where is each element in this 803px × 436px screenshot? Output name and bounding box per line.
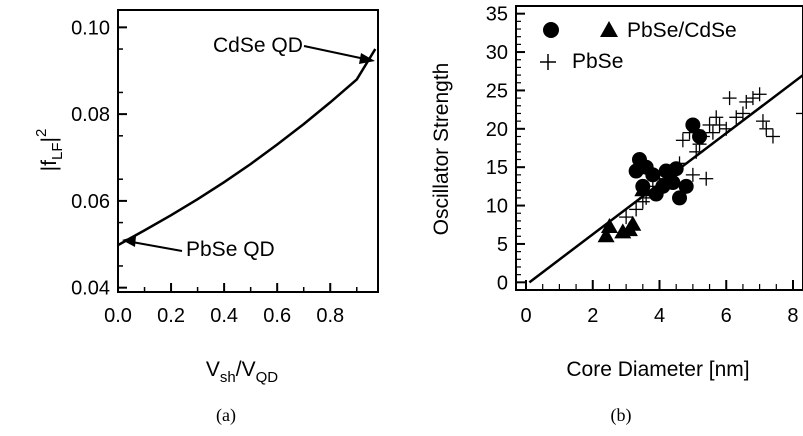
data-point-plus (645, 179, 660, 194)
panel-b-ytick-label: 10 (486, 196, 508, 218)
data-point-circle (678, 178, 694, 194)
data-point-plus (755, 114, 770, 129)
panel-b-ticks: 0 5 10 15 20 25 30 35 0 2 4 6 8 (486, 4, 799, 327)
legend-triangle-marker (600, 21, 618, 37)
legend-label-pbse-cdse: PbSe/CdSe (627, 19, 737, 42)
data-point-plus (719, 121, 734, 136)
panel-a-ytick-label: 0.04 (71, 278, 110, 300)
data-point-plus (752, 87, 767, 102)
panel-a-ylabel: |fLF|2 (33, 129, 66, 172)
panel-a-ytick-label: 0.10 (71, 17, 110, 39)
panel-b-caption: (b) (611, 405, 632, 426)
data-point-plus (652, 171, 667, 186)
panel-a-caption: (a) (216, 405, 236, 426)
panel-b-xtick-label: 0 (520, 305, 531, 327)
annotation-pbse-arrowhead (122, 236, 136, 247)
panel-b-ylabel: Oscillator Strength (430, 63, 453, 236)
panel-a-xtick-label: 0.2 (157, 305, 185, 327)
panel-b-ytick-label: 5 (497, 234, 508, 256)
panel-a-xtick-label: 0.0 (104, 305, 132, 327)
data-point-plus (672, 156, 687, 171)
annotation-cdse: CdSe QD (213, 34, 303, 57)
data-point-plus (695, 129, 710, 144)
data-point-plus (685, 167, 700, 182)
panel-b-ytick-label: 35 (486, 4, 508, 26)
data-point-plus (682, 125, 697, 140)
panel-b-legend: PbSe/CdSe PbSe (540, 19, 737, 73)
panel-b: 0 5 10 15 20 25 30 35 0 2 4 6 8 PbSe/CdSe PbSe Oscil… (430, 4, 803, 426)
data-point-plus (712, 117, 727, 132)
data-point-circle (672, 190, 688, 206)
panel-a-ytick-label: 0.08 (71, 104, 110, 126)
panel-a-ytick-label: 0.06 (71, 191, 110, 213)
data-point-plus (735, 106, 750, 121)
panel-a-xlabel: Vsh/VQD (206, 358, 278, 386)
panel-b-ytick-label: 0 (497, 272, 508, 294)
data-point-plus (635, 194, 650, 209)
data-point-plus (675, 133, 690, 148)
panel-a-frame (117, 9, 379, 293)
annotation-cdse-arrow (303, 45, 366, 60)
data-point-triangle (597, 227, 615, 243)
data-point-plus (619, 210, 634, 225)
data-point-triangle (600, 218, 618, 234)
panel-b-xlabel: Core Diameter [nm] (566, 358, 749, 381)
data-point-plus (659, 167, 674, 182)
annotation-pbse: PbSe QD (186, 238, 275, 261)
data-point-plus (699, 171, 714, 186)
data-point-plus (689, 144, 704, 159)
data-point-triangle (624, 215, 642, 231)
panel-b-ytick-label: 20 (486, 119, 508, 141)
panel-b-points (597, 87, 803, 243)
data-point-plus (729, 110, 744, 125)
panel-a-xtick-label: 0.8 (316, 305, 344, 327)
panel-b-ytick-label: 30 (486, 42, 508, 64)
data-point-plus (629, 202, 644, 217)
data-point-triangle (634, 181, 652, 197)
legend-label-pbse: PbSe (572, 50, 623, 73)
data-point-plus (639, 190, 654, 205)
data-point-plus (722, 91, 737, 106)
annotation-cdse-arrowhead (359, 53, 375, 64)
data-point-plus (759, 121, 774, 136)
panel-b-xtick-label: 8 (787, 305, 798, 327)
panel-a-xtick-label: 0.6 (263, 305, 291, 327)
panel-b-ytick-label: 15 (486, 157, 508, 179)
data-point-plus (745, 91, 760, 106)
panel-b-xtick-label: 6 (721, 305, 732, 327)
data-point-plus (692, 137, 707, 152)
panel-b-xtick-label: 4 (654, 305, 665, 327)
data-point-plus (709, 110, 724, 125)
data-point-plus (705, 125, 720, 140)
data-point-plus (739, 94, 754, 109)
legend-circle-marker (543, 22, 559, 38)
panel-b-ytick-label: 25 (486, 80, 508, 102)
annotation-pbse-arrow (131, 241, 183, 252)
legend-plus-marker (540, 54, 556, 70)
data-point-plus (765, 129, 780, 144)
panel-a-ticks: 0.04 0.06 0.08 0.10 0.0 0.2 0.4 0.6 0.8 (71, 17, 358, 327)
panel-a-xtick-label: 0.4 (210, 305, 238, 327)
data-point-circle (665, 175, 681, 191)
panel-b-frame (515, 5, 803, 291)
data-point-plus (665, 164, 680, 179)
data-point-plus (796, 106, 803, 121)
panel-a: 0.040.060.080.100.0 0.2 0.4 0.6 0.8 CdSe QD … (33, 9, 379, 426)
panel-a-curve (117, 48, 377, 247)
panel-b-xtick-label: 2 (587, 305, 598, 327)
